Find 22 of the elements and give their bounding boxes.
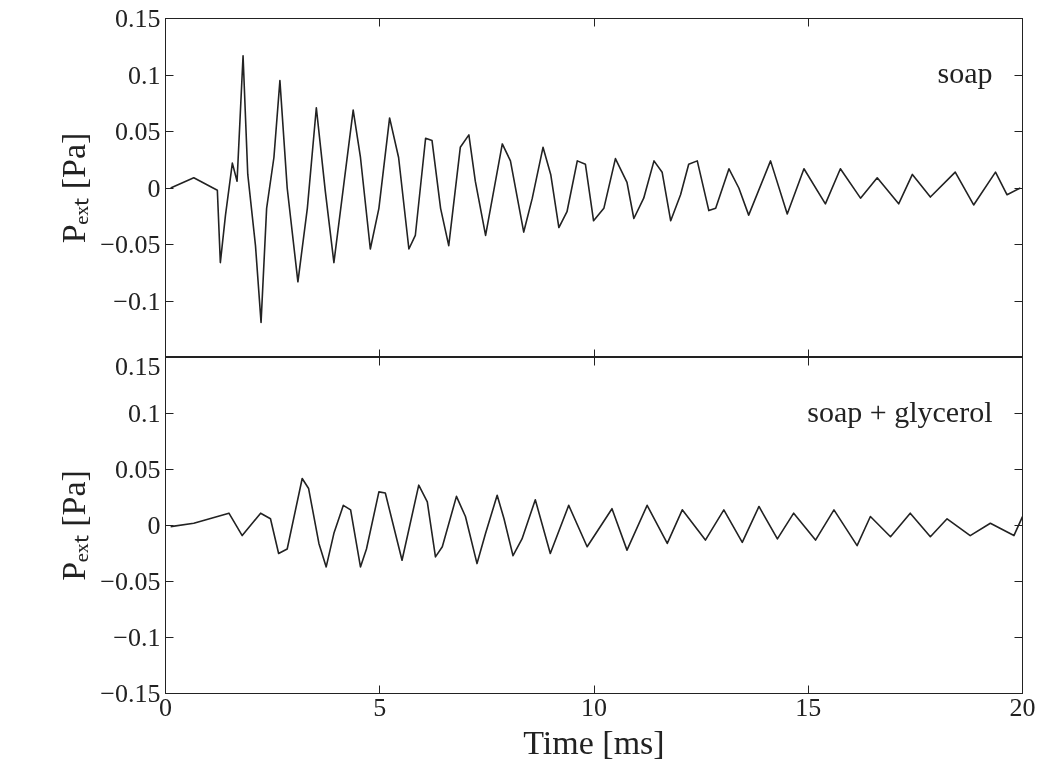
- annotation: soap + glycerol: [807, 394, 993, 428]
- y-tick-label: −0.1: [113, 286, 161, 316]
- y-tick-label: 0: [147, 173, 161, 203]
- x-axis-title: Time [ms]: [523, 723, 665, 761]
- y-axis-title: Pₑₓₜ [Pa]: [55, 470, 93, 581]
- annotation: soap: [937, 55, 993, 89]
- x-tick-label: 15: [795, 692, 822, 722]
- y-tick-label: −0.05: [100, 230, 161, 259]
- y-axis-title: Pₑₓₜ [Pa]: [55, 132, 93, 244]
- y-tick-label: −0.15: [100, 679, 161, 708]
- y-tick-label: −0.1: [113, 623, 161, 652]
- y-tick-label: 0.05: [115, 117, 161, 146]
- x-tick-label: 5: [373, 692, 387, 722]
- y-tick-label: 0.15: [115, 351, 161, 381]
- x-tick-label: 20: [1009, 692, 1036, 722]
- y-tick-label: 0.1: [128, 60, 161, 90]
- y-tick-label: 0: [147, 511, 161, 540]
- y-tick-label: 0.1: [128, 399, 161, 428]
- y-tick-label: −0.05: [100, 567, 161, 596]
- y-tick-label: 0.05: [115, 455, 161, 484]
- x-tick-label: 10: [581, 692, 607, 722]
- y-tick-label: 0.15: [115, 4, 161, 33]
